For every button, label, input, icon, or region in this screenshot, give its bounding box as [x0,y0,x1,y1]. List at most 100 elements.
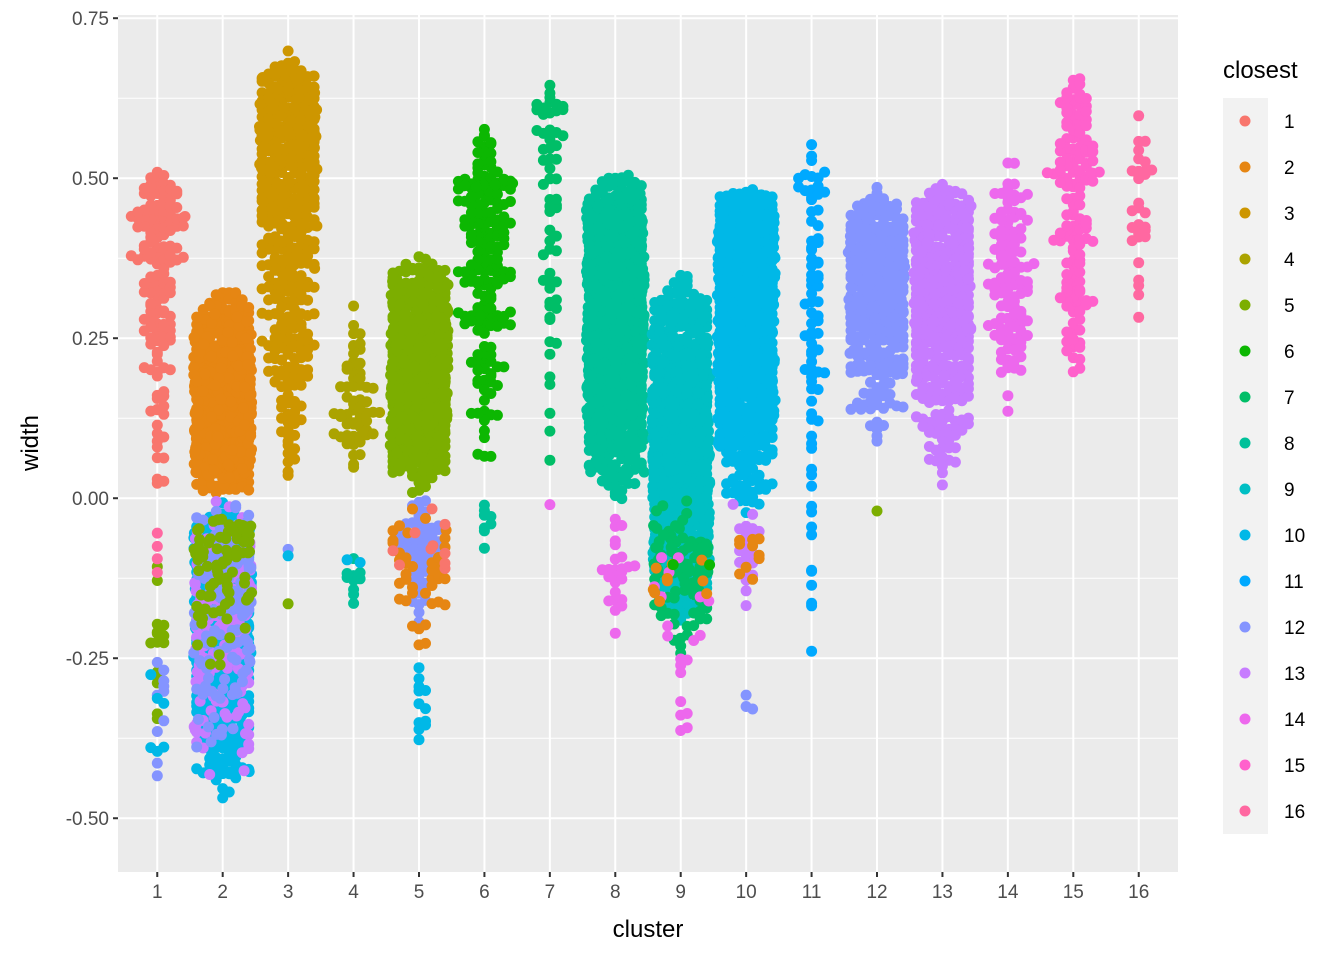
point-cluster-2-closest-10 [191,763,202,774]
point-cluster-5-closest-10 [414,681,425,692]
point-cluster-2-closest-2 [241,316,252,327]
point-cluster-7-closest-7 [538,249,549,260]
point-cluster-6-closest-6 [472,136,483,147]
point-cluster-3-closest-3 [283,466,294,477]
point-cluster-6-closest-6 [479,432,490,443]
point-cluster-7-closest-7 [544,312,555,323]
point-cluster-6-closest-6 [466,191,477,202]
point-cluster-4-closest-4 [374,407,385,418]
point-cluster-2-closest-5 [194,523,205,534]
point-cluster-2-closest-5 [239,578,250,589]
point-cluster-5-closest-5 [387,276,398,287]
point-cluster-6-closest-6 [492,254,503,265]
point-cluster-8-closest-8 [584,231,595,242]
point-cluster-7-closest-7 [538,144,549,155]
point-cluster-2-closest-2 [190,445,201,456]
point-cluster-5-closest-1 [440,519,451,530]
point-cluster-5-closest-1 [440,558,451,569]
point-cluster-5-closest-5 [419,386,430,397]
point-cluster-4-closest-10 [355,557,366,568]
point-cluster-8-closest-8 [590,245,601,256]
point-cluster-2-closest-5 [231,551,242,562]
point-cluster-3-closest-5 [283,598,294,609]
point-cluster-8-closest-8 [635,392,646,403]
point-cluster-1-closest-16 [152,541,163,552]
point-cluster-5-closest-5 [423,460,434,471]
point-cluster-6-closest-6 [472,375,483,386]
point-cluster-8-closest-8 [634,405,645,416]
point-cluster-6-closest-8 [479,543,490,554]
point-cluster-7-closest-7 [551,194,562,205]
point-cluster-2-closest-2 [243,302,254,313]
point-cluster-2-closest-13 [211,496,222,507]
point-cluster-2-closest-5 [214,649,225,660]
point-cluster-3-closest-3 [298,186,309,197]
point-cluster-7-closest-7 [531,125,542,136]
point-cluster-5-closest-2 [420,588,431,599]
point-cluster-8-closest-8 [584,194,595,205]
point-cluster-5-closest-5 [443,279,454,290]
point-cluster-1-closest-1 [152,442,163,453]
point-cluster-2-closest-2 [239,382,250,393]
point-cluster-1-closest-16 [152,528,163,539]
point-cluster-2-closest-2 [238,402,249,413]
point-cluster-6-closest-6 [472,325,483,336]
point-cluster-7-closest-7 [551,154,562,165]
point-cluster-4-closest-4 [361,396,372,407]
point-cluster-5-closest-5 [399,354,410,365]
point-cluster-2-closest-2 [191,376,202,387]
point-cluster-2-closest-2 [242,359,253,370]
point-cluster-5-closest-1 [388,545,399,556]
point-cluster-4-closest-4 [355,338,366,349]
point-cluster-6-closest-6 [485,137,496,148]
point-cluster-1-closest-1 [139,362,150,373]
point-cluster-8-closest-8 [593,200,604,211]
point-cluster-2-closest-2 [227,337,238,348]
point-cluster-3-closest-3 [295,115,306,126]
point-cluster-3-closest-3 [276,413,287,424]
point-cluster-5-closest-5 [421,418,432,429]
point-cluster-1-closest-1 [158,401,169,412]
point-cluster-1-closest-1 [158,170,169,181]
point-cluster-7-closest-7 [531,99,542,110]
point-cluster-6-closest-6 [472,288,483,299]
point-cluster-5-closest-5 [431,311,442,322]
point-cluster-1-closest-1 [165,332,176,343]
point-cluster-2-closest-5 [224,632,235,643]
point-cluster-5-closest-2 [420,638,431,649]
point-cluster-5-closest-5 [437,388,448,399]
point-cluster-3-closest-3 [257,336,268,347]
point-cluster-2-closest-2 [216,363,227,374]
point-cluster-5-closest-2 [440,573,451,584]
point-cluster-5-closest-10 [420,716,431,727]
point-cluster-2-closest-2 [206,351,217,362]
point-cluster-7-closest-7 [544,163,555,174]
point-cluster-2-closest-2 [243,485,254,496]
point-cluster-1-closest-1 [158,386,169,397]
point-cluster-2-closest-12 [240,633,251,644]
point-cluster-2-closest-2 [197,386,208,397]
point-cluster-2-closest-12 [240,608,251,619]
point-cluster-8-closest-8 [624,192,635,203]
point-cluster-5-closest-1 [394,560,405,571]
point-cluster-2-closest-2 [208,465,219,476]
point-cluster-5-closest-5 [435,456,446,467]
point-cluster-7-closest-7 [544,134,555,145]
point-cluster-3-closest-3 [286,263,297,274]
point-cluster-3-closest-3 [282,124,293,135]
point-cluster-2-closest-10 [230,772,241,783]
point-cluster-2-closest-2 [223,459,234,470]
point-cluster-7-closest-7 [544,371,555,382]
point-cluster-3-closest-3 [255,99,266,110]
point-cluster-5-closest-1 [427,503,438,514]
point-cluster-5-closest-1 [410,527,421,538]
point-cluster-7-closest-7 [551,231,562,242]
point-cluster-2-closest-12 [193,714,204,725]
point-cluster-7-closest-14 [544,499,555,510]
point-cluster-5-closest-2 [394,520,405,531]
point-cluster-3-closest-3 [261,181,272,192]
point-cluster-1-closest-12 [152,758,163,769]
point-cluster-5-closest-5 [432,370,443,381]
point-cluster-2-closest-12 [245,656,256,667]
point-cluster-3-closest-3 [273,145,284,156]
